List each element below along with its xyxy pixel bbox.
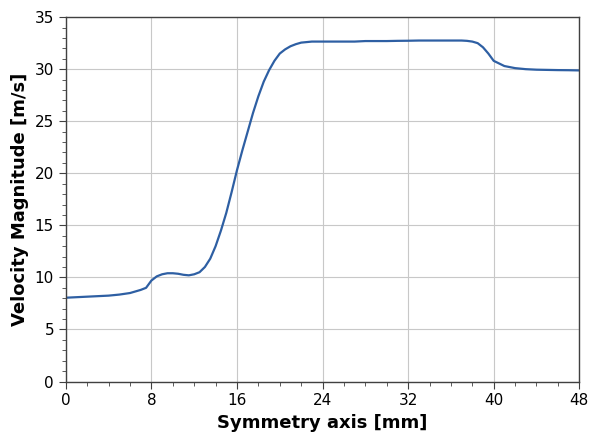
X-axis label: Symmetry axis [mm]: Symmetry axis [mm] (217, 414, 428, 432)
Y-axis label: Velocity Magnitude [m/s]: Velocity Magnitude [m/s] (11, 73, 29, 326)
